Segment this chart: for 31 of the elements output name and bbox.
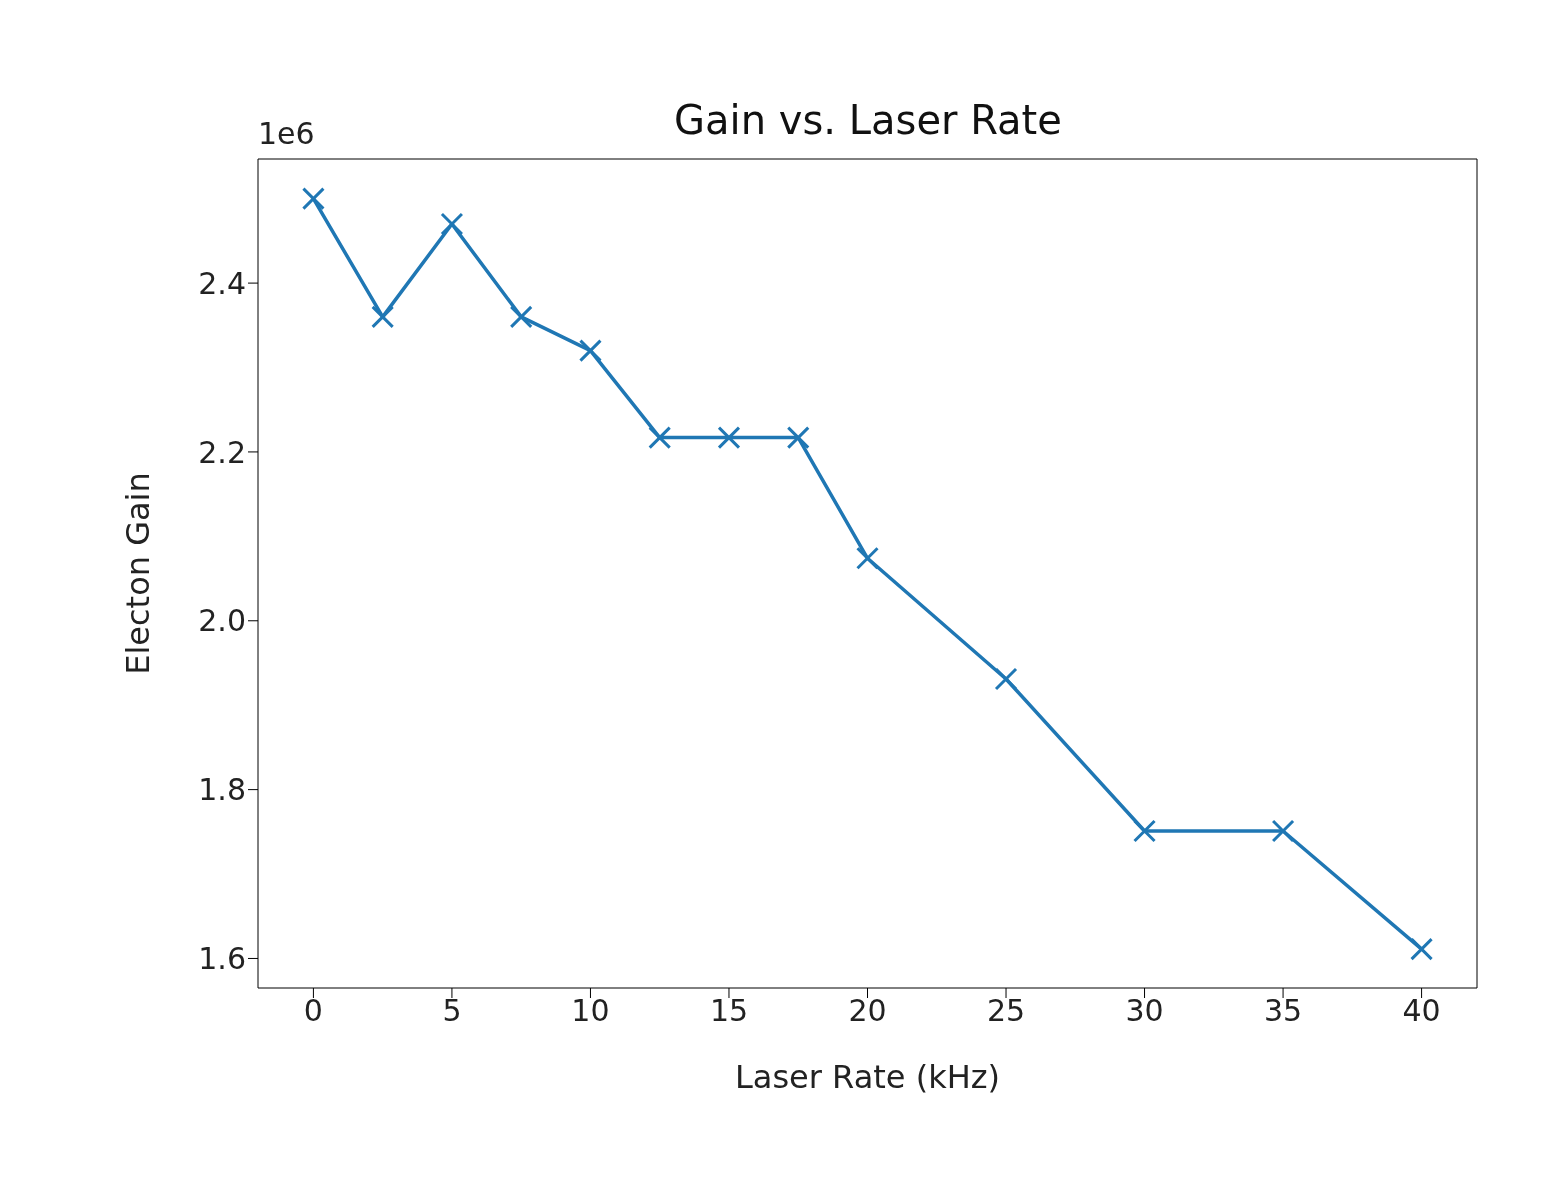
x-tick-label: 25 xyxy=(986,993,1026,1029)
point xyxy=(856,546,879,570)
x-tick-label: 20 xyxy=(848,993,887,1029)
x-tick-label: 15 xyxy=(709,993,749,1029)
x-axis-title: Laser Rate (kHz) xyxy=(734,1058,1001,1096)
point xyxy=(994,667,1018,691)
x-tick-label: 30 xyxy=(1125,993,1164,1029)
x-tick-label: 35 xyxy=(1263,993,1303,1029)
point xyxy=(301,187,325,211)
y-tick-label: 2.2 xyxy=(198,434,246,470)
point xyxy=(717,426,741,450)
y-tick-label: 1.8 xyxy=(198,772,246,808)
y-tick-label: 2.4 xyxy=(198,265,246,301)
point xyxy=(1410,937,1434,961)
x-tick-label: 10 xyxy=(571,993,610,1029)
x-tick-label: 0 xyxy=(303,993,323,1029)
point xyxy=(1133,819,1157,843)
y-tick-label: 1.6 xyxy=(198,941,246,977)
text: 1e6 xyxy=(258,116,315,151)
point xyxy=(440,212,464,236)
point xyxy=(1271,819,1295,843)
y-axis-title: Electon Gain xyxy=(119,472,158,675)
point xyxy=(509,305,533,329)
chart-title: Gain vs. Laser Rate xyxy=(674,97,1062,143)
point xyxy=(371,305,395,329)
point xyxy=(578,339,602,363)
y-tick-label: 2.0 xyxy=(198,603,246,639)
point xyxy=(786,426,810,450)
x-tick-label: 40 xyxy=(1402,993,1441,1029)
x-tick-label: 5 xyxy=(442,993,462,1029)
point xyxy=(648,426,672,450)
